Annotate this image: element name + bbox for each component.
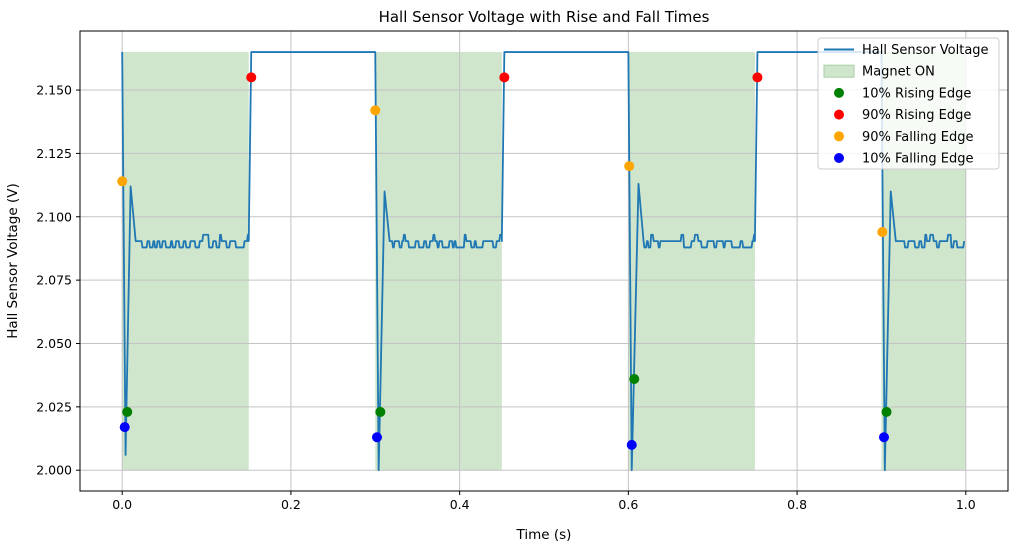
x-tick-label-2: 0.4: [450, 497, 470, 512]
legend: Hall Sensor Voltage Magnet ON 10% Rising E…: [817, 37, 1000, 170]
legend-item-90-falling-edge-label: 90% Falling Edge: [862, 130, 973, 145]
magnet-on-span-2: [628, 52, 755, 471]
legend-box: [817, 37, 1000, 170]
marker-90-rising-edge: [246, 72, 257, 83]
marker-90-rising-edge: [752, 72, 763, 83]
hall-sensor-voltage-line: [121, 51, 966, 472]
series-layer: [121, 51, 966, 472]
y-tick-label-5: 2.125: [36, 146, 72, 161]
x-axis-label: Time (s): [516, 527, 572, 543]
marker-90-rising-edge: [499, 72, 510, 83]
marker-90-falling-edge: [117, 176, 128, 187]
y-tick-label-6: 2.150: [36, 83, 72, 98]
marker-90-falling-edge: [624, 161, 635, 172]
y-tick-label-4: 2.100: [36, 209, 72, 224]
legend-item-90-rising-edge-swatch: [834, 109, 844, 120]
marker-10-rising-edge: [629, 373, 640, 384]
legend-item-10-falling-edge-label: 10% Falling Edge: [862, 152, 973, 167]
marker-10-rising-edge: [881, 406, 892, 417]
magnet-on-span-1: [375, 52, 502, 471]
marker-10-rising-edge: [375, 406, 386, 417]
legend-item-magnet-on-label: Magnet ON: [862, 65, 935, 80]
x-tick-label-0: 0.0: [112, 497, 132, 512]
y-tick-label-1: 2.025: [36, 399, 72, 414]
x-tick-label-5: 1.0: [956, 497, 976, 512]
marker-10-falling-edge: [119, 422, 130, 433]
y-tick-label-3: 2.075: [36, 273, 72, 288]
y-tick-label-2: 2.050: [36, 336, 72, 351]
legend-item-90-rising-edge-label: 90% Rising Edge: [862, 108, 971, 123]
y-tick-label-0: 2.000: [36, 463, 72, 478]
y-axis-label: Hall Sensor Voltage (V): [5, 183, 21, 338]
marker-10-rising-edge: [122, 406, 133, 417]
legend-item-10-rising-edge-swatch: [834, 87, 844, 98]
edge-markers-layer: [117, 72, 892, 450]
gridlines-layer: [80, 31, 1008, 491]
chart-title: Hall Sensor Voltage with Rise and Fall T…: [379, 8, 710, 26]
legend-item-hall-sensor-voltage-label: Hall Sensor Voltage: [862, 43, 989, 58]
legend-item-magnet-on-swatch: [823, 64, 855, 78]
marker-10-falling-edge: [878, 432, 889, 443]
magnet-on-span-0: [122, 52, 249, 471]
marker-10-falling-edge: [371, 432, 382, 443]
marker-90-falling-edge: [370, 105, 381, 116]
legend-item-10-falling-edge-swatch: [834, 153, 844, 163]
marker-10-falling-edge: [626, 439, 637, 450]
marker-90-falling-edge: [877, 226, 888, 237]
axes-layer: 0.0 0.2 0.4 0.6 0.8 1.0 2.000 2.025 2.050 2.075 2.…: [36, 30, 1009, 512]
plot-border: [79, 30, 1009, 492]
x-tick-label-3: 0.6: [618, 497, 638, 512]
legend-item-10-rising-edge-label: 10% Rising Edge: [862, 86, 971, 101]
legend-item-90-falling-edge-swatch: [834, 131, 844, 142]
x-tick-label-1: 0.2: [281, 497, 301, 512]
x-tick-label-4: 0.8: [787, 497, 807, 512]
